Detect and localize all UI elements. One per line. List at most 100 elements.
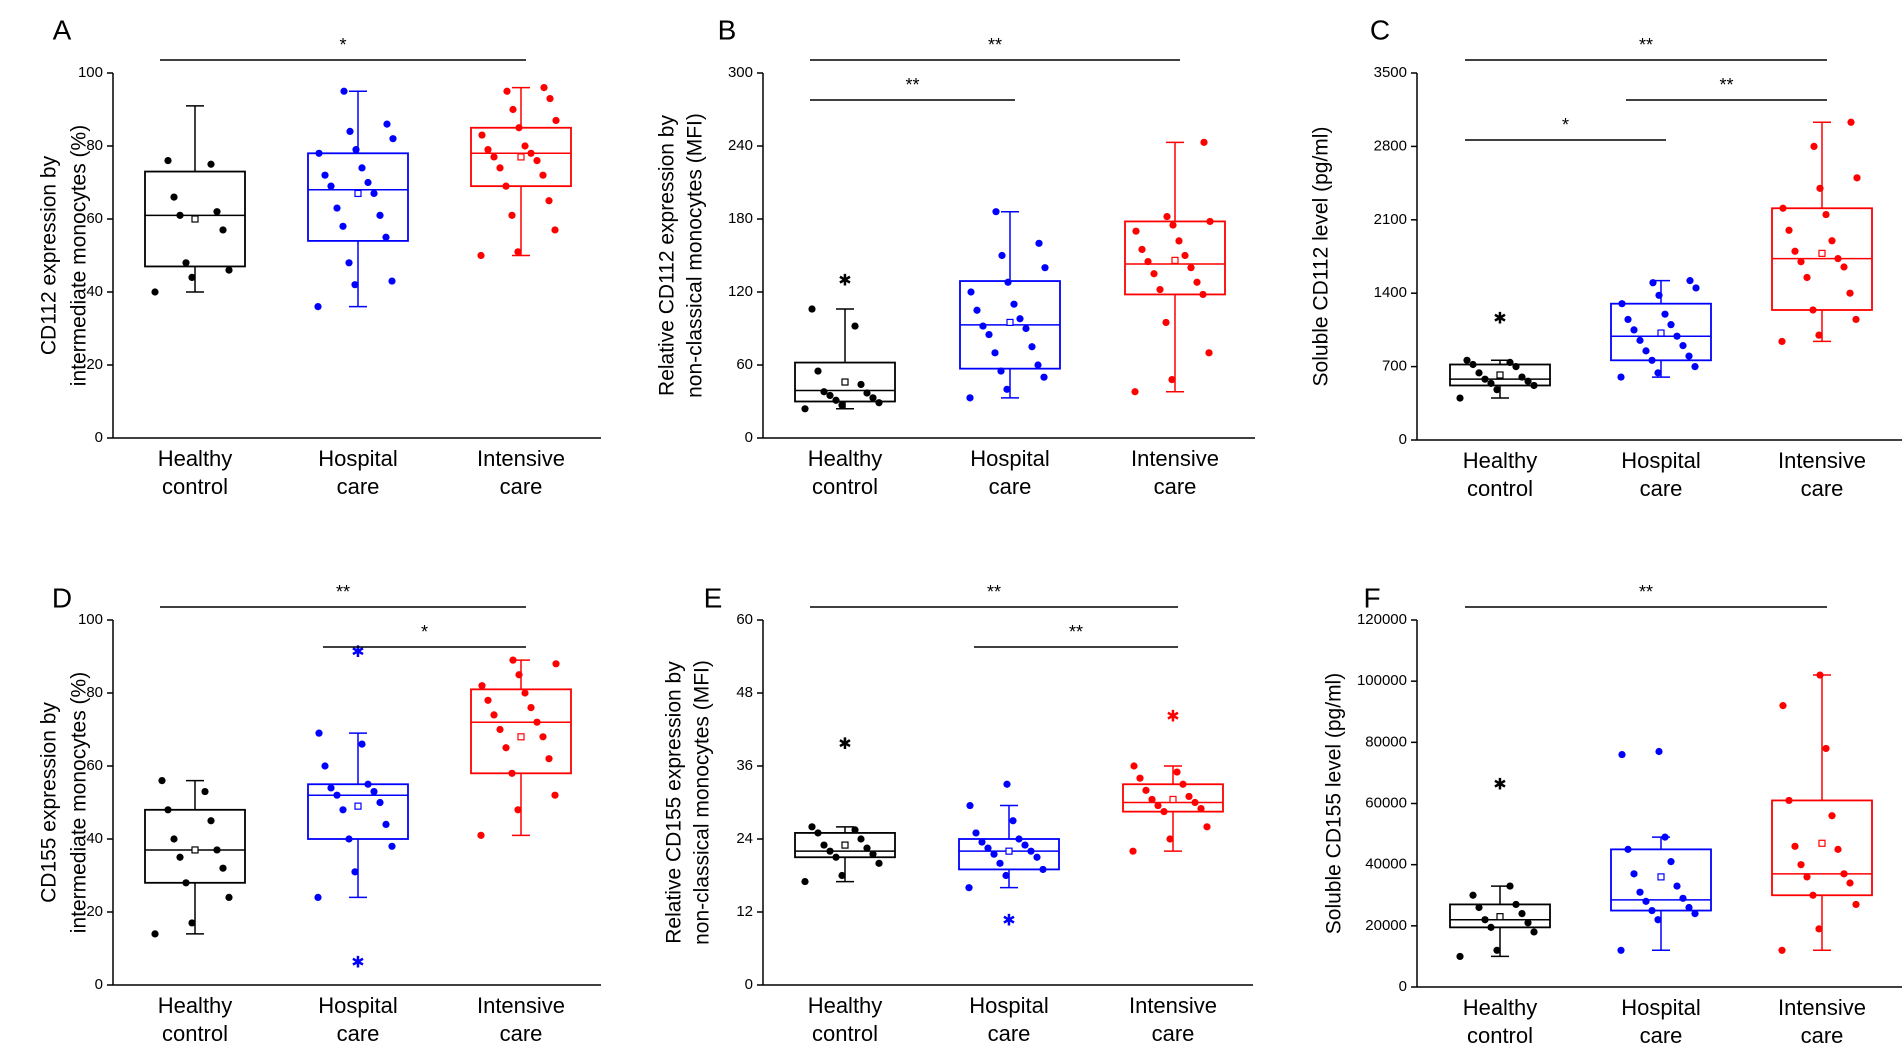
data-point [851, 322, 859, 330]
data-point [832, 396, 840, 404]
data-point [333, 791, 341, 799]
data-point [1148, 795, 1156, 804]
data-point [973, 306, 981, 314]
x-tick-label: care [1640, 476, 1683, 501]
data-point [1822, 744, 1830, 753]
data-point [1624, 845, 1632, 853]
data-point [1512, 900, 1520, 909]
data-point [1667, 858, 1675, 866]
data-point [826, 391, 834, 400]
data-point [1840, 263, 1848, 271]
data-point [545, 197, 553, 205]
data-point [207, 817, 215, 825]
data-point [1617, 373, 1625, 381]
data-point [1003, 780, 1011, 788]
data-point [1828, 812, 1836, 820]
data-point [979, 322, 987, 330]
data-point [1809, 891, 1817, 899]
data-point [314, 893, 322, 902]
data-point [1803, 873, 1811, 881]
data-point [1179, 780, 1187, 788]
box [470, 688, 572, 775]
data-point [1015, 835, 1023, 843]
data-point [170, 193, 178, 201]
data-point [991, 349, 999, 357]
data-point [176, 853, 184, 861]
y-tick-label: 20 [86, 903, 103, 920]
data-point [1487, 923, 1495, 931]
data-point [863, 389, 871, 397]
data-point [1156, 285, 1164, 294]
data-point [1191, 798, 1199, 807]
data-point [515, 671, 523, 679]
data-point [315, 729, 323, 737]
data-point [814, 367, 822, 375]
mean-marker [1818, 839, 1826, 847]
y-tick-label: 60 [736, 611, 753, 628]
data-point [1002, 871, 1010, 880]
data-point [382, 820, 390, 829]
data-point [1506, 882, 1514, 890]
data-point [1197, 804, 1205, 813]
mean-marker [354, 189, 362, 198]
data-point [321, 171, 329, 179]
data-point [1530, 928, 1538, 936]
data-point [477, 831, 485, 839]
data-point [1648, 906, 1656, 915]
box [307, 152, 409, 242]
data-point [1142, 786, 1150, 794]
data-point [351, 281, 359, 289]
data-point [1852, 315, 1860, 324]
data-point [814, 829, 822, 837]
group-0: Healthy control ✱ [1449, 776, 1551, 1048]
data-point [1809, 306, 1817, 314]
data-point [1778, 337, 1786, 346]
data-point [1163, 212, 1171, 221]
group-1: Hospital care [959, 208, 1061, 499]
box [144, 170, 246, 268]
data-point [1016, 315, 1024, 323]
mean-marker [1657, 329, 1665, 337]
data-point [1852, 900, 1860, 909]
x-tick-label: control [162, 1021, 228, 1046]
y-tick-label: 0 [1399, 431, 1407, 448]
data-point [1203, 823, 1211, 831]
data-point [869, 850, 877, 858]
data-point [514, 248, 522, 256]
group-1: Hospital care [1610, 747, 1712, 1048]
y-tick-label: 40000 [1365, 856, 1407, 873]
x-tick-label: care [989, 474, 1032, 499]
data-point [857, 835, 865, 843]
data-point [990, 850, 998, 858]
data-point [1797, 861, 1805, 869]
group-0: Healthy control ✱ [794, 736, 896, 1046]
y-tick-label: 100 [78, 64, 103, 81]
data-point [996, 859, 1004, 867]
data-point [838, 871, 846, 880]
group-2: Intensive care [1124, 138, 1226, 499]
data-point [339, 222, 347, 230]
y-tick-label: 0 [745, 429, 753, 446]
mean-marker [841, 378, 849, 386]
outlier-marker: ✱ [838, 272, 851, 289]
box [1449, 903, 1551, 929]
y-tick-label: 48 [736, 684, 753, 701]
panel-label: E [704, 582, 723, 613]
data-point [225, 266, 233, 274]
data-point [1655, 747, 1663, 756]
data-point [151, 930, 159, 938]
y-tick-label: 60000 [1365, 794, 1407, 811]
data-point [1679, 894, 1687, 902]
data-point [869, 394, 877, 402]
data-point [1815, 331, 1823, 339]
data-point [992, 208, 1000, 216]
data-point [863, 844, 871, 852]
data-point [1481, 916, 1489, 924]
data-point [1685, 352, 1693, 360]
data-point [1816, 671, 1824, 679]
y-tick-label: 80000 [1365, 733, 1407, 750]
data-point [201, 787, 209, 796]
panel-label: A [53, 14, 72, 45]
data-point [1691, 363, 1699, 371]
x-tick-label: Healthy [808, 446, 883, 471]
